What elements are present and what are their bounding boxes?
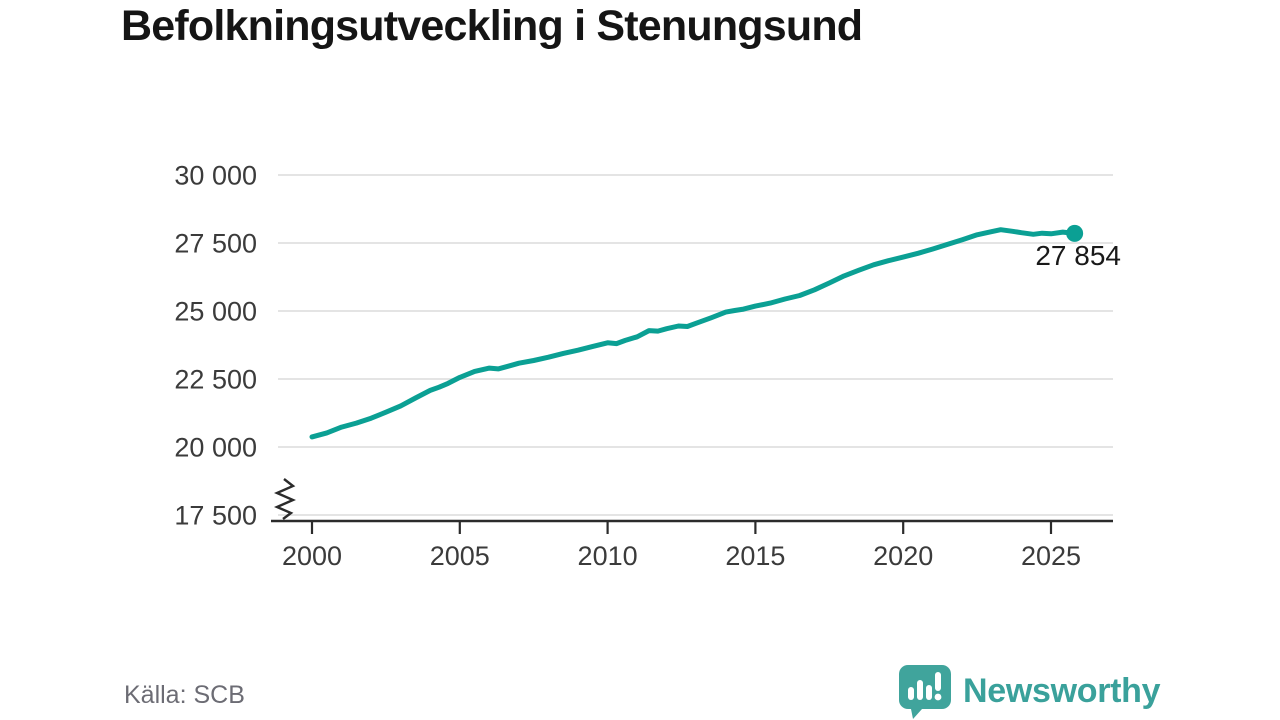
y-tick-label: 20 000 (174, 433, 257, 463)
newsworthy-wordmark: Newsworthy (963, 671, 1161, 710)
chart-title: Befolkningsutveckling i Stenungsund (121, 2, 863, 50)
y-tick-labels: 17 500 20 000 22 500 25 000 27 500 30 000 (174, 161, 257, 531)
population-line (309, 227, 1078, 440)
axis-break-zigzag (273, 478, 296, 520)
newsworthy-bubble-icon (899, 665, 951, 719)
source-note: Källa: SCB (124, 681, 245, 709)
newsworthy-logo[interactable]: Newsworthy (896, 663, 1161, 719)
x-tick-label: 2025 (1021, 541, 1081, 571)
y-tick-label: 22 500 (174, 365, 257, 395)
y-gridlines (278, 174, 1113, 516)
population-series (309, 224, 1084, 440)
y-tick-label: 27 500 (174, 229, 257, 259)
bar-2 (917, 680, 923, 700)
end-value-label: 27 854 (1035, 240, 1121, 271)
exclamation-bar (935, 672, 941, 691)
x-tick-label: 2020 (873, 541, 933, 571)
x-tick-label: 2005 (430, 541, 490, 571)
x-tick-label: 2010 (578, 541, 638, 571)
y-tick-label: 25 000 (174, 297, 257, 327)
y-tick-label: 17 500 (174, 501, 257, 531)
x-tick-label: 2015 (725, 541, 785, 571)
bar-1 (908, 687, 914, 700)
x-tick-labels: 2000 2005 2010 2015 2020 2025 (282, 541, 1081, 571)
speech-bubble-shape (899, 665, 951, 719)
exclamation-dot (934, 693, 942, 701)
bar-3 (926, 685, 932, 700)
x-axis (271, 519, 1113, 534)
end-point-dot (1066, 224, 1084, 242)
y-tick-label: 30 000 (174, 161, 257, 191)
x-tick-label: 2000 (282, 541, 342, 571)
